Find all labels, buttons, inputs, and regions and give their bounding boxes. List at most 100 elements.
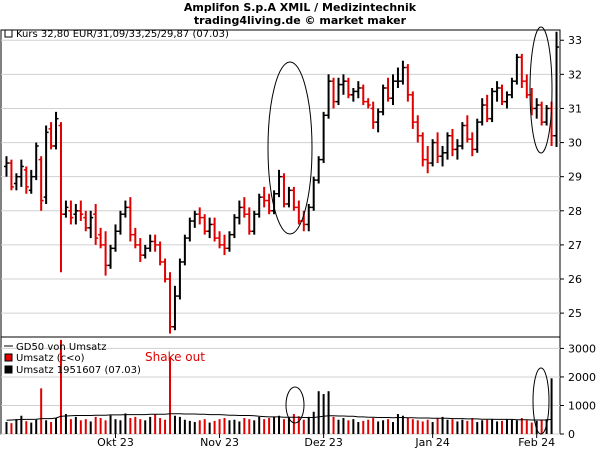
price-panel: 25 26 27 28 29 30 31 32 33 Kurs 32,80 EUR/31,09/… [0,26,582,338]
price-grid [1,39,560,314]
chart-title-line2: trading4living.de © market maker [193,14,407,27]
price-legend: Kurs 32,80 EUR/31,09/33,25/29,87 (07.03) [16,29,229,40]
price-bar [410,91,416,129]
price-bar [53,111,59,150]
price-tick-label: 28 [568,205,582,218]
price-bar [469,132,475,157]
price-bar [251,210,257,235]
price-bar [430,139,436,167]
price-bar [281,173,287,208]
up-volume-legend: Umsatz 1951607 (07.03) [16,365,141,376]
x-tick-label: Nov 23 [200,436,239,449]
price-bar [112,224,118,252]
price-bar [197,207,203,225]
price-bar [355,81,361,99]
price-bar [365,98,371,109]
gd50-line [6,413,552,421]
x-axis: Okt 23 Nov 23 Dez 23 Jan 24 Feb 24 [97,434,555,449]
price-bar [83,210,89,232]
price-bar [484,94,490,123]
chart-title: Amplifon S.p.A XMIL / Medizintechnik tra… [0,0,600,27]
down-volume-legend: Umsatz (c<o) [16,353,85,364]
price-bar [385,77,391,102]
price-bar [400,60,406,85]
x-tick-label: Feb 24 [518,436,555,449]
price-bar [524,74,530,99]
price-bar [137,238,143,262]
price-bar [509,77,515,99]
volume-bars [5,339,553,434]
x-tick-label: Dez 23 [304,436,343,449]
price-bar [177,258,183,300]
price-bar [316,156,322,184]
price-bar [217,231,223,249]
price-bar [266,193,272,215]
price-tick-label: 27 [568,239,582,252]
price-bars [3,31,560,334]
price-bar [48,122,54,150]
price-bar [395,67,401,88]
price-bar [73,203,79,225]
price-bar [231,214,237,239]
price-bar [425,145,431,174]
price-panel-frame [0,29,561,338]
price-bar [350,87,356,102]
price-legend-box [4,29,13,38]
breakout-highlight-ellipse [267,61,313,235]
price-bar [212,217,218,242]
price-bar [454,139,460,160]
price-bar [291,186,297,211]
price-bar [296,200,302,225]
price-bar [43,125,49,204]
price-bar [499,84,505,106]
price-bar [122,200,128,218]
price-tick-label: 26 [568,273,582,286]
price-bar [534,98,540,119]
price-bar [345,77,351,99]
price-bar [132,227,138,249]
price-bar [98,227,104,249]
price-tick-label: 32 [568,68,582,81]
price-tick-label: 25 [568,307,582,320]
price-bar [226,231,232,252]
price-bar [375,108,381,133]
price-bar [152,234,158,252]
price-bar [38,156,44,211]
price-bar [390,74,396,106]
price-bar [78,200,84,222]
price-bar [117,210,123,235]
volume-tick-label: 3000 [568,342,596,355]
price-bar [162,258,168,283]
volume-tick-label: 1000 [568,399,596,412]
gd50-legend: GD50 von Umsatz [16,342,106,353]
price-bar [202,214,208,235]
price-bar [360,84,366,106]
down-volume-legend-swatch [4,353,13,362]
x-tick-label: Okt 23 [97,436,134,449]
price-bar [331,77,337,109]
price-bar [142,244,148,259]
volume-panel-frame [0,336,561,435]
chart-title-line1: Amplifon S.p.A XMIL / Medizintechnik [183,1,417,14]
up-volume-legend-swatch [4,365,13,374]
price-bar [18,159,24,187]
volume-tick-label: 0 [568,428,575,441]
volume-panel: 0 1000 2000 3000 GD50 von Umsatz Umsatz (c<… [0,336,596,441]
price-bar [435,132,441,164]
price-bar [246,207,252,235]
price-bar [479,98,485,126]
price-bar [544,105,550,126]
price-bar [370,101,376,129]
price-bar [23,166,29,194]
price-bar [108,244,114,269]
price-bar [271,190,277,215]
price-bar [445,132,451,160]
price-bar [58,122,64,273]
price-bar [519,53,525,88]
price-bar [415,115,421,143]
price-tick-label: 30 [568,137,582,150]
price-bar [147,234,153,252]
price-bar [321,111,327,164]
volume-tick-label: 2000 [568,371,596,384]
